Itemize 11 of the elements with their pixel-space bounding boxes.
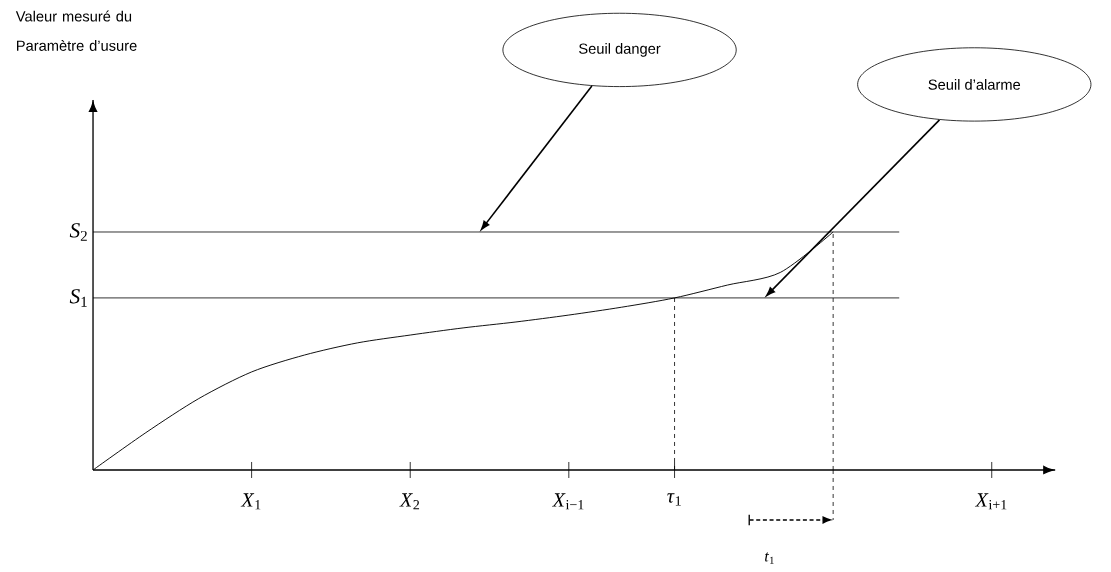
x-tick-label: X$_{i+1}$ — [974, 493, 1007, 510]
x-tick-label: τ$_{1}$ — [667, 493, 681, 506]
ref-line-label: S$_{1}$ — [69, 289, 87, 307]
x-tick-label: X$_{1}$ — [240, 493, 261, 510]
text: Valeur mesuré du Paramètre d’usure — [15, 10, 137, 51]
ref-line-label: S$_{2}$ — [69, 223, 87, 241]
text: Seuil d’alarme — [928, 79, 1021, 90]
x-tick-label: X$_{2}$ — [399, 493, 420, 510]
text: t$_{1}$ — [765, 552, 774, 564]
text: Seuil danger — [579, 43, 661, 57]
x-tick-label: X$_{i−1}$ — [551, 493, 584, 510]
